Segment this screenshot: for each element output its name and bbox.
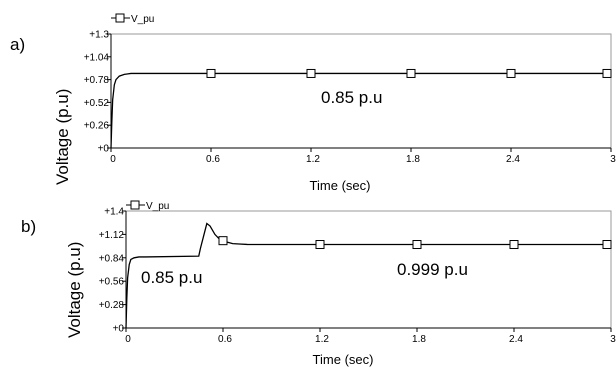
panel-b-label: b) bbox=[21, 217, 36, 236]
panel-a-xtick-label: 1.2 bbox=[306, 154, 320, 165]
panel-a-xtick-label: 0.6 bbox=[206, 154, 220, 165]
panel-a-series-line bbox=[110, 72, 611, 149]
panel-a-ytick-label: +1.04 bbox=[84, 52, 110, 63]
panel-a-series-marker bbox=[306, 68, 316, 78]
panel-b-xlabel: Time (sec) bbox=[313, 352, 374, 367]
panel-a-ytick-label: +0.78 bbox=[84, 75, 110, 86]
panel-a-annotation: 0.85 p.u bbox=[321, 88, 382, 107]
panel-a-legend-marker bbox=[115, 13, 125, 23]
panel-b-series-marker bbox=[509, 240, 519, 250]
panel-a-ytick-label: +0.26 bbox=[84, 121, 110, 132]
panel-b-ylabel: Voltage (p.u) bbox=[65, 242, 84, 338]
panel-a-ytick-label: +0 bbox=[98, 144, 110, 155]
panel-b-legend-marker bbox=[130, 200, 140, 210]
panel-b-series-marker bbox=[315, 240, 325, 250]
panel-b-xtick-label: 0.6 bbox=[218, 334, 232, 345]
panel-b-series-marker bbox=[218, 236, 228, 246]
panel-a-xtick-label: 1.8 bbox=[406, 154, 420, 165]
panel-b-chart: b) Voltage (p.u) +0 +0.28 +0.56 +0.84 +1.12 +… bbox=[21, 200, 616, 367]
panel-b-xtick-label: 1.8 bbox=[412, 334, 426, 345]
panel-b-ytick-label: +0.28 bbox=[99, 300, 125, 311]
panel-b-series-marker bbox=[412, 240, 422, 250]
panel-a-xtick-label: 3 bbox=[610, 154, 616, 165]
panel-b-series-line bbox=[125, 222, 611, 329]
panel-b-xtick-label: 0 bbox=[125, 334, 131, 345]
panel-b-annotation-2: 0.999 p.u bbox=[397, 260, 468, 279]
panel-b-xtick-label: 3 bbox=[610, 334, 616, 345]
panel-a-series-marker bbox=[602, 68, 612, 78]
panel-a-label: a) bbox=[10, 35, 25, 54]
panel-a-ytick-label: +0.52 bbox=[84, 98, 110, 109]
panel-b-annotation-1: 0.85 p.u bbox=[141, 268, 202, 287]
panel-a-xtick-label: 0 bbox=[110, 154, 116, 165]
panel-b-legend-label: V_pu bbox=[146, 201, 169, 212]
panel-a-legend-label: V_pu bbox=[131, 14, 154, 25]
panel-b-ytick-label: +0.84 bbox=[99, 253, 125, 264]
panel-b-series-marker bbox=[602, 240, 612, 250]
panel-b-xtick-label: 2.4 bbox=[509, 334, 523, 345]
panel-a-ylabel: Voltage (p.u) bbox=[53, 89, 72, 185]
panel-a-xtick-label: 2.4 bbox=[506, 154, 520, 165]
panel-a-series-marker bbox=[206, 68, 216, 78]
panel-a-xlabel: Time (sec) bbox=[310, 178, 371, 193]
panel-b-xtick-label: 1.2 bbox=[315, 334, 329, 345]
panel-a-ytick-label: +1.3 bbox=[89, 30, 109, 41]
panel-b-ytick-label: +1.4 bbox=[104, 207, 124, 218]
panel-b-ytick-label: +0 bbox=[113, 324, 125, 335]
panel-a-series-marker bbox=[406, 68, 416, 78]
panel-b-ytick-label: +1.12 bbox=[99, 230, 125, 241]
panel-a-series-marker bbox=[506, 68, 516, 78]
panel-b-ytick-label: +0.56 bbox=[99, 277, 125, 288]
panel-a-chart: a) Voltage (p.u) +0 +0.26 +0.52 +0.78 +1.04 +… bbox=[10, 13, 616, 193]
